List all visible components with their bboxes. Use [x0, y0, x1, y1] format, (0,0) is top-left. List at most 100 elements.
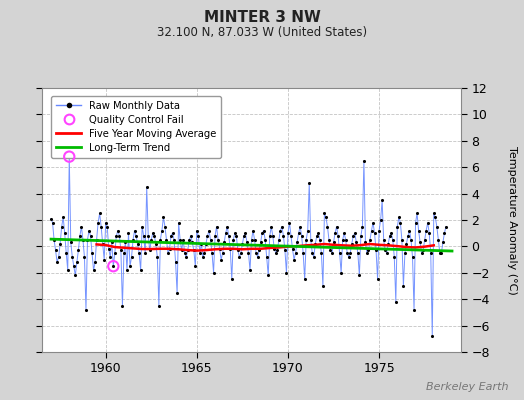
Point	[197, 240, 205, 247]
Point	[82, 306, 90, 313]
Point	[375, 227, 383, 234]
Point	[288, 246, 297, 252]
Point	[178, 247, 186, 254]
Point	[232, 233, 241, 239]
Point	[195, 250, 204, 256]
Point	[244, 250, 253, 256]
Point	[349, 233, 357, 239]
Point	[126, 263, 134, 270]
Point	[391, 299, 400, 305]
Point	[75, 233, 84, 239]
Point	[149, 230, 157, 236]
Text: 32.100 N, 87.033 W (United States): 32.100 N, 87.033 W (United States)	[157, 26, 367, 39]
Point	[401, 250, 409, 256]
Point	[442, 223, 450, 230]
Point	[414, 227, 423, 234]
Point	[241, 230, 249, 236]
Point	[317, 250, 325, 256]
Point	[48, 220, 57, 226]
Point	[155, 302, 163, 309]
Point	[58, 223, 66, 230]
Point	[287, 233, 295, 239]
Point	[179, 236, 188, 243]
Point	[418, 250, 426, 256]
Point	[180, 250, 189, 256]
Point	[346, 250, 354, 256]
Point	[141, 250, 149, 256]
Point	[355, 272, 364, 279]
Point	[430, 210, 438, 216]
Point	[395, 214, 403, 220]
Point	[344, 254, 353, 260]
Point	[202, 240, 210, 247]
Point	[381, 247, 389, 254]
Point	[246, 267, 254, 273]
Point	[342, 236, 350, 243]
Point	[117, 247, 125, 254]
Point	[102, 220, 110, 226]
Point	[90, 267, 98, 273]
Point	[278, 223, 286, 230]
Point	[225, 233, 233, 239]
Point	[243, 239, 251, 246]
Point	[60, 230, 69, 236]
Point	[199, 254, 207, 260]
Point	[227, 276, 236, 282]
Point	[408, 254, 417, 260]
Point	[249, 227, 257, 234]
Point	[134, 240, 142, 247]
Point	[112, 233, 121, 239]
Point	[143, 184, 151, 190]
Point	[212, 223, 221, 230]
Point	[435, 250, 444, 256]
Point	[269, 233, 277, 239]
Point	[305, 180, 313, 186]
Point	[54, 254, 63, 260]
Point	[266, 233, 274, 239]
Point	[85, 227, 93, 234]
Point	[99, 240, 107, 247]
Point	[59, 214, 68, 220]
Point	[334, 233, 342, 239]
Point	[354, 250, 362, 256]
Point	[65, 154, 73, 160]
Point	[264, 272, 272, 279]
Point	[337, 270, 345, 276]
Point	[407, 236, 415, 243]
Point	[310, 254, 318, 260]
Point	[151, 240, 160, 247]
Point	[281, 247, 289, 254]
Point	[374, 276, 382, 282]
Point	[290, 256, 298, 263]
Point	[360, 157, 368, 164]
Point	[162, 236, 171, 243]
Point	[425, 230, 433, 236]
Point	[437, 250, 445, 256]
Point	[70, 263, 78, 270]
Point	[161, 223, 169, 230]
Point	[65, 154, 73, 160]
Point	[47, 216, 55, 222]
Point	[124, 230, 133, 236]
Point	[67, 239, 75, 246]
Point	[68, 254, 77, 260]
Point	[77, 223, 85, 230]
Point	[307, 236, 315, 243]
Point	[121, 239, 129, 246]
Point	[153, 254, 161, 260]
Point	[411, 220, 420, 226]
Point	[423, 220, 432, 226]
Point	[433, 223, 441, 230]
Point	[191, 263, 200, 270]
Point	[120, 250, 128, 256]
Point	[203, 233, 212, 239]
Point	[223, 223, 232, 230]
Point	[315, 236, 324, 243]
Point	[431, 214, 440, 220]
Point	[314, 230, 323, 236]
Point	[293, 239, 301, 246]
Point	[239, 233, 248, 239]
Point	[226, 246, 234, 252]
Point	[83, 236, 92, 243]
Point	[176, 236, 184, 243]
